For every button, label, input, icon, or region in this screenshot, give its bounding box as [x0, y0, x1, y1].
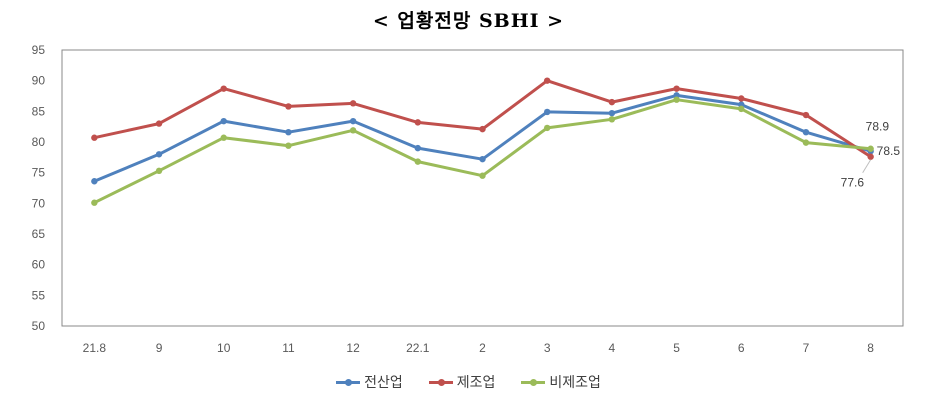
y-tick-label: 90: [32, 74, 46, 88]
x-tick-label: 10: [217, 341, 231, 355]
y-tick-label: 50: [32, 319, 46, 333]
data-point: [220, 85, 227, 92]
legend-item-non-manufacturing: 비제조업: [521, 372, 601, 392]
data-point: [414, 119, 422, 126]
x-tick-label: 6: [738, 341, 745, 355]
x-tick-label: 3: [544, 341, 551, 355]
data-point: [155, 120, 163, 127]
x-tick-label: 5: [673, 341, 680, 355]
series-line-0: [93, 93, 872, 183]
x-tick-label: 8: [867, 341, 874, 355]
data-point: [802, 111, 810, 119]
line-chart: 50 55 60 65 70 75 80 85 90 95 21.8 9 10 11 12 22.1 2 3 4 5 6…: [32, 43, 904, 355]
annotation-leader: [862, 159, 872, 173]
data-point: [867, 145, 874, 152]
x-tick-label: 7: [803, 341, 810, 355]
data-point: [91, 134, 98, 141]
data-point: [543, 77, 551, 84]
data-point: [91, 199, 98, 206]
x-tick-label: 4: [609, 341, 616, 355]
legend-label-all-industries: 전산업: [364, 375, 403, 391]
data-point: [608, 116, 616, 123]
data-point: [608, 98, 616, 106]
x-tick-label: 22.1: [406, 341, 430, 355]
legend: 전산업 제조업 비제조업: [0, 372, 937, 392]
data-point: [91, 178, 98, 185]
data-point: [673, 96, 680, 103]
y-tick-label: 75: [32, 166, 46, 180]
data-label: 78.9: [866, 120, 890, 134]
x-tick-label: 2: [479, 341, 486, 355]
data-point: [543, 124, 551, 132]
x-tick-label: 12: [346, 341, 360, 355]
y-tick-label: 60: [32, 258, 46, 272]
legend-label-manufacturing: 제조업: [456, 375, 496, 391]
data-point: [479, 125, 486, 133]
data-point: [155, 167, 163, 175]
data-point: [349, 100, 357, 107]
data-point: [673, 85, 680, 92]
y-tick-label: 85: [32, 104, 46, 118]
data-point: [802, 128, 810, 136]
data-point: [543, 108, 551, 116]
legend-item-manufacturing: 제조업: [428, 372, 496, 392]
data-point: [479, 155, 486, 163]
chart-title: < 업황전망 SBHI >: [372, 10, 565, 32]
data-point: [414, 158, 422, 165]
x-tick-label: 9: [156, 341, 163, 355]
data-point: [220, 134, 227, 141]
plot-border: [61, 49, 904, 327]
data-point: [285, 128, 292, 136]
data-point: [349, 127, 357, 134]
data-point: [349, 117, 357, 125]
data-point: [220, 117, 227, 125]
data-point: [738, 95, 745, 102]
legend-label-non-manufacturing: 비제조업: [549, 375, 601, 391]
data-label: 78.5: [877, 144, 901, 158]
legend-item-all-industries: 전산업: [336, 372, 403, 392]
y-tick-label: 80: [32, 135, 46, 149]
x-tick-label: 11: [282, 341, 295, 355]
data-point: [285, 142, 292, 149]
data-point: [479, 172, 486, 179]
data-label: 77.6: [841, 176, 865, 190]
legend-swatch-non-manufacturing: [521, 378, 546, 386]
legend-swatch-all-industries: [336, 378, 361, 386]
x-tick-label: 21.8: [83, 341, 107, 355]
series-line-2: [93, 98, 871, 205]
data-point: [802, 139, 810, 146]
data-point: [867, 153, 874, 160]
plot-area: 50 55 60 65 70 75 80 85 90 95 21.8 9 10 11 12 22.1 2 3 4 5 6…: [32, 43, 904, 355]
y-tick-label: 95: [32, 43, 46, 57]
y-tick-label: 55: [32, 288, 46, 302]
data-point: [414, 144, 422, 152]
y-tick-label: 65: [32, 227, 46, 241]
data-point: [155, 151, 163, 158]
data-point: [738, 105, 745, 113]
data-point: [608, 109, 616, 117]
y-tick-label: 70: [32, 196, 46, 210]
data-point: [285, 103, 292, 110]
legend-swatch-manufacturing: [428, 378, 453, 386]
